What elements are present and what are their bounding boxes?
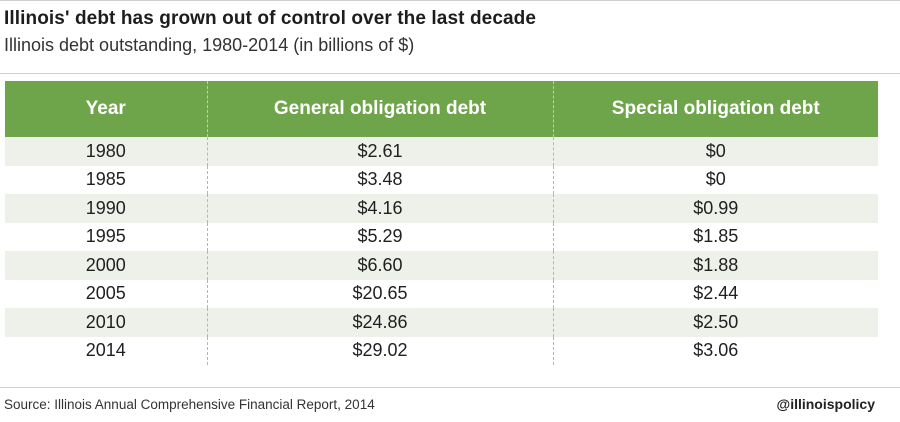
chart-title: Illinois' debt has grown out of control … — [4, 8, 537, 29]
cell-special-obligation-debt: $0.99 — [552, 194, 878, 223]
debt-table: Year General obligation debt Special obl… — [5, 81, 878, 365]
table-header-row: Year General obligation debt Special obl… — [5, 81, 878, 137]
cell-year: 1980 — [85, 140, 126, 161]
table-row: 2005 $20.65 $2.44 — [5, 279, 878, 308]
table-row: 1980 $2.61 $0 — [5, 137, 878, 166]
table-row: 1990 $4.16 $0.99 — [5, 194, 878, 223]
column-header-year: Year — [85, 98, 126, 119]
cell-special-obligation-debt: $1.88 — [552, 251, 878, 280]
chart-subtitle: Illinois debt outstanding, 1980-2014 (in… — [4, 35, 415, 55]
cell-year: 2014 — [85, 340, 126, 361]
cell-general-obligation-debt: $4.16 — [206, 194, 553, 223]
cell-general-obligation-debt: $6.60 — [206, 251, 553, 280]
cell-special-obligation-debt: $1.85 — [552, 222, 878, 251]
header-divider — [0, 73, 900, 74]
cell-general-obligation-debt: $20.65 — [206, 279, 553, 308]
cell-year: 1985 — [85, 169, 126, 190]
footer-divider — [0, 387, 900, 388]
cell-year: 2005 — [85, 283, 126, 304]
cell-general-obligation-debt: $24.86 — [206, 308, 553, 337]
source-note: Source: Illinois Annual Comprehensive Fi… — [4, 397, 375, 412]
cell-year: 2000 — [85, 254, 126, 275]
table-body: 1980 $2.61 $0 1985 $3.48 $0 1990 $4.16 $0.99 1995… — [5, 137, 878, 365]
table-row: 2014 $29.02 $3.06 — [5, 336, 878, 365]
cell-special-obligation-debt: $3.06 — [552, 336, 878, 365]
table-row: 2010 $24.86 $2.50 — [5, 308, 878, 337]
cell-general-obligation-debt: $5.29 — [206, 222, 553, 251]
cell-special-obligation-debt: $0 — [552, 165, 878, 194]
cell-year: 2010 — [85, 311, 126, 332]
table-row: 2000 $6.60 $1.88 — [5, 251, 878, 280]
table-row: 1995 $5.29 $1.85 — [5, 222, 878, 251]
cell-general-obligation-debt: $29.02 — [206, 336, 553, 365]
brand-handle: @illinoispolicy — [776, 396, 875, 412]
top-rule — [0, 0, 900, 1]
cell-general-obligation-debt: $2.61 — [206, 137, 553, 166]
cell-year: 1990 — [85, 197, 126, 218]
column-header-general-obligation: General obligation debt — [206, 81, 553, 137]
cell-year: 1995 — [85, 226, 126, 247]
column-header-special-obligation: Special obligation debt — [552, 81, 878, 137]
cell-general-obligation-debt: $3.48 — [206, 165, 553, 194]
table-row: 1985 $3.48 $0 — [5, 165, 878, 194]
cell-special-obligation-debt: $0 — [552, 137, 878, 166]
cell-special-obligation-debt: $2.50 — [552, 308, 878, 337]
cell-special-obligation-debt: $2.44 — [552, 279, 878, 308]
